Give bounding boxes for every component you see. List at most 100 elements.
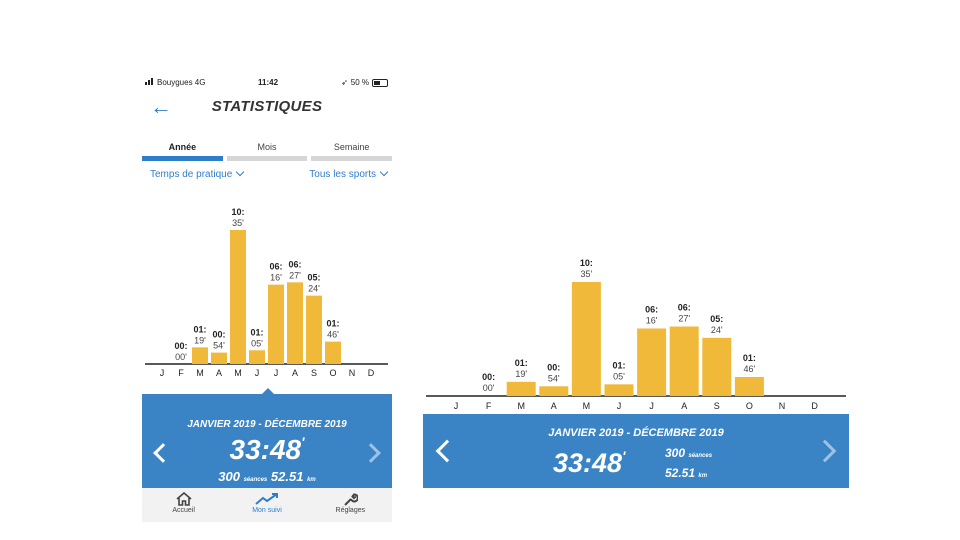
x-tick-label: N xyxy=(349,368,356,378)
bar-7 xyxy=(287,282,303,364)
bar-value-label: 00: xyxy=(174,341,187,351)
trend-icon xyxy=(255,493,278,505)
panel-pointer xyxy=(262,388,274,394)
x-tick-label: A xyxy=(292,368,298,378)
page-title: STATISTIQUES xyxy=(211,98,323,115)
bar-value-label: 00' xyxy=(483,383,495,393)
bar-4 xyxy=(230,230,246,364)
header: ← STATISTIQUES xyxy=(142,96,392,122)
summary-panel: JANVIER 2019 - DÉCEMBRE 2019 33:48' 300 … xyxy=(142,388,392,488)
total-time: 33:48' xyxy=(229,434,305,465)
sessions-count: 300 xyxy=(218,469,240,484)
filters: Temps de pratique Tous les sports xyxy=(142,167,392,183)
period-tabs: Année Mois Semaine xyxy=(142,142,392,162)
zoomed-next-period-icon[interactable] xyxy=(813,439,837,463)
zoomed-bar-chart: J F00:00'M01:19'A00:54'M10:35'J01:05'J06:… xyxy=(426,258,846,411)
distance-unit: km xyxy=(307,477,316,483)
summary-stats: 300 séances 52.51 km xyxy=(142,469,392,484)
clock: 11:42 xyxy=(258,78,279,87)
bar-value-label: 01: xyxy=(193,324,206,334)
x-tick-label: M xyxy=(583,401,591,411)
tab-mois[interactable]: Mois xyxy=(226,142,308,161)
zoomed-prev-period-icon[interactable] xyxy=(435,439,459,463)
bar-value-label: 27' xyxy=(678,314,690,324)
bar-3 xyxy=(211,352,227,364)
sessions-label: séances xyxy=(243,477,268,483)
battery-icon xyxy=(372,78,388,87)
bar-value-label: 27' xyxy=(289,270,301,280)
bar-value-label: 05' xyxy=(613,371,625,381)
x-tick-label: J xyxy=(454,401,459,411)
tab-annee[interactable]: Année xyxy=(142,142,223,161)
zoomed-sessions: 300 séances xyxy=(665,446,713,460)
nav-reglages[interactable]: Réglages xyxy=(309,488,392,522)
bar-9 xyxy=(325,341,341,364)
back-arrow-icon[interactable]: ← xyxy=(150,94,172,119)
bar-value-label: 06: xyxy=(645,304,658,314)
location-icon: ➶ xyxy=(341,78,348,87)
sport-dropdown[interactable]: Tous les sports xyxy=(309,167,389,180)
bar-value-label: 16' xyxy=(646,315,658,325)
bar-value-label: 10: xyxy=(231,207,244,217)
x-tick-label: N xyxy=(779,401,786,411)
x-tick-label: M xyxy=(196,368,204,378)
bar-value-label: 19' xyxy=(515,369,527,379)
wrench-icon xyxy=(344,493,359,506)
x-tick-label: A xyxy=(551,401,557,411)
bar-value-label: 10: xyxy=(580,258,593,268)
bar-value-label: 01: xyxy=(743,353,756,363)
bar-6 xyxy=(268,284,284,364)
bar-value-label: 19' xyxy=(194,335,206,345)
signal-icon xyxy=(145,78,155,85)
tab-semaine[interactable]: Semaine xyxy=(311,142,392,161)
x-tick-label: A xyxy=(216,368,222,378)
x-tick-label: O xyxy=(746,401,753,411)
phone-bar-chart: J F00:00'M01:19'A00:54'M10:35'J01:05'J06:… xyxy=(145,207,388,378)
bar-value-label: 05: xyxy=(307,273,320,283)
chevron-down-icon xyxy=(379,167,389,177)
bar-value-label: 06: xyxy=(269,262,282,272)
x-tick-label: S xyxy=(311,368,317,378)
bar-value-label: 54' xyxy=(213,341,225,351)
bar-value-label: 00' xyxy=(175,352,187,362)
nav-accueil[interactable]: Accueil xyxy=(142,488,225,522)
bar-value-label: 05: xyxy=(710,314,723,324)
bar-9 xyxy=(734,376,764,396)
bar-value-label: 24' xyxy=(711,325,723,335)
bar-value-label: 16' xyxy=(270,273,282,283)
bar-5 xyxy=(604,384,634,396)
bar-3 xyxy=(539,386,569,396)
chevron-down-icon xyxy=(236,167,245,177)
battery-status: ➶ 50 % xyxy=(341,78,388,87)
bar-value-label: 01: xyxy=(326,319,339,329)
bar-value-label: 00: xyxy=(212,330,225,340)
x-tick-label: F xyxy=(178,368,184,378)
bar-6 xyxy=(637,328,667,396)
metric-dropdown[interactable]: Temps de pratique xyxy=(150,167,245,180)
x-tick-label: M xyxy=(517,401,525,411)
phone-screen: Bouygues 4G 11:42 ➶ 50 % ← STATISTIQUES … xyxy=(142,70,392,522)
nav-mon-suivi[interactable]: Mon suivi xyxy=(225,488,308,522)
x-tick-label: J xyxy=(160,368,165,378)
x-tick-label: J xyxy=(255,368,260,378)
carrier: Bouygues 4G xyxy=(145,78,205,87)
x-tick-label: D xyxy=(368,368,375,378)
bar-2 xyxy=(192,347,208,364)
bar-8 xyxy=(702,337,732,396)
date-range: JANVIER 2019 - DÉCEMBRE 2019 xyxy=(187,419,347,430)
bar-value-label: 54' xyxy=(548,373,560,383)
bar-value-label: 01: xyxy=(250,327,263,337)
bar-8 xyxy=(306,295,322,364)
bar-value-label: 00: xyxy=(547,362,560,372)
bar-value-label: 46' xyxy=(744,364,756,374)
bar-value-label: 35' xyxy=(581,269,593,279)
zoomed-total-time: 33:48' xyxy=(553,448,626,478)
zoomed-view: J F 00: 00' M 01: 19' A 00: 54' M 10: 35' J 01: 05' J 06:… xyxy=(423,238,849,488)
x-tick-label: J xyxy=(649,401,654,411)
zoomed-date-range: JANVIER 2019 - DÉCEMBRE 2019 xyxy=(548,427,724,439)
bar-7 xyxy=(669,326,699,396)
battery-percent: 50 % xyxy=(350,78,369,87)
zoomed-summary-panel: JANVIER 2019 - DÉCEMBRE 2019 33:48' 300 … xyxy=(423,414,849,488)
bottom-nav: Accueil Mon suivi Réglages xyxy=(142,488,392,522)
bar-5 xyxy=(249,350,265,364)
